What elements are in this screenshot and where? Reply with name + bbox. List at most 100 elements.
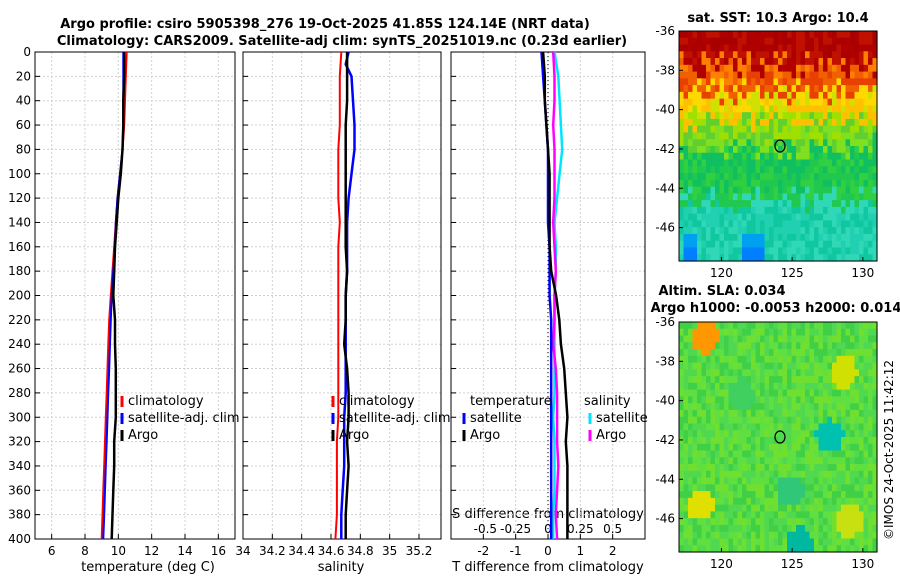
heatmap-cell	[782, 173, 788, 181]
heatmap-cell	[715, 179, 721, 188]
heatmap-cell	[796, 450, 802, 458]
heatmap-cell	[836, 200, 842, 208]
heatmap-cell	[872, 477, 878, 485]
heatmap-cell	[787, 531, 793, 540]
heatmap-cell	[710, 524, 716, 533]
heatmap-cell	[733, 396, 739, 404]
heatmap-cell	[818, 430, 824, 438]
heatmap-cell	[805, 139, 811, 147]
heatmap-cell	[742, 193, 748, 201]
heatmap-cell	[697, 335, 703, 343]
heatmap-cell	[832, 91, 838, 100]
heatmap-cell	[823, 457, 829, 465]
heatmap-cell	[688, 531, 694, 540]
heatmap-cell	[814, 423, 820, 431]
heatmap-cell	[710, 173, 716, 181]
heatmap-cell	[683, 146, 689, 154]
heatmap-cell	[787, 376, 793, 384]
heatmap-cell	[818, 403, 824, 411]
heatmap-cell	[751, 37, 757, 46]
heatmap-cell	[787, 328, 793, 337]
heatmap-cell	[796, 511, 802, 519]
heatmap-cell	[800, 443, 806, 452]
heatmap-cell	[764, 125, 770, 134]
heatmap-cell	[814, 247, 820, 255]
heatmap-cell	[836, 450, 842, 458]
heatmap-cell	[773, 416, 779, 425]
heatmap-cell	[710, 538, 716, 546]
heatmap-cell	[863, 159, 869, 167]
heatmap-cell	[733, 484, 739, 492]
heatmap-cell	[697, 132, 703, 140]
heatmap-cell	[791, 477, 797, 485]
x-tick-label: 120	[710, 266, 733, 280]
heatmap-cell	[814, 430, 820, 438]
heatmap-cell	[728, 85, 734, 93]
heatmap-cell	[697, 166, 703, 174]
heatmap-cell	[841, 518, 847, 526]
heatmap-cell	[679, 139, 685, 147]
heatmap-cell	[773, 328, 779, 337]
heatmap-cell	[845, 78, 851, 86]
heatmap-cell	[823, 396, 829, 404]
heatmap-cell	[854, 206, 860, 215]
heatmap-cell	[701, 159, 707, 167]
heatmap-cell	[773, 159, 779, 167]
heatmap-cell	[823, 125, 829, 134]
heatmap-cell	[872, 322, 878, 330]
heatmap-cell	[863, 105, 869, 113]
heatmap-cell	[836, 173, 842, 181]
heatmap-cell	[868, 193, 874, 201]
heatmap-cell	[845, 538, 851, 546]
heatmap-cell	[679, 369, 685, 377]
heatmap-cell	[683, 376, 689, 384]
heatmap-cell	[850, 349, 856, 357]
heatmap-cell	[809, 105, 815, 113]
heatmap-cell	[692, 132, 698, 140]
heatmap-cell	[791, 491, 797, 499]
heatmap-cell	[805, 335, 811, 343]
heatmap-cell	[809, 112, 815, 120]
heatmap-cell	[845, 173, 851, 181]
heatmap-cell	[724, 37, 730, 46]
heatmap-cell	[778, 139, 784, 147]
heatmap-cell	[679, 538, 685, 546]
heatmap-cell	[742, 430, 748, 438]
heatmap-cell	[787, 511, 793, 519]
heatmap-cell	[836, 470, 842, 479]
heatmap-cell	[782, 166, 788, 174]
heatmap-cell	[733, 518, 739, 526]
heatmap-cell	[733, 423, 739, 431]
heatmap-cell	[746, 146, 752, 154]
heatmap-cell	[733, 416, 739, 425]
heatmap-cell	[800, 247, 806, 255]
heatmap-cell	[823, 376, 829, 384]
y-tick-label: 360	[8, 483, 31, 497]
heatmap-cell	[724, 112, 730, 120]
heatmap-cell	[832, 497, 838, 506]
heatmap-cell	[701, 166, 707, 174]
heatmap-cell	[850, 146, 856, 154]
heatmap-cell	[841, 409, 847, 418]
heatmap-cell	[683, 491, 689, 499]
heatmap-cell	[800, 146, 806, 154]
heatmap-cell	[859, 173, 865, 181]
heatmap-cell	[836, 511, 842, 519]
heatmap-cell	[755, 37, 761, 46]
heatmap-cell	[688, 44, 694, 52]
heatmap-cell	[751, 173, 757, 181]
heatmap-cell	[782, 85, 788, 93]
heatmap-cell	[751, 328, 757, 337]
heatmap-cell	[823, 484, 829, 492]
heatmap-cell	[719, 37, 725, 46]
heatmap-cell	[809, 524, 815, 533]
heatmap-cell	[791, 504, 797, 513]
heatmap-cell	[724, 477, 730, 485]
heatmap-cell	[796, 152, 802, 161]
heatmap-cell	[818, 139, 824, 147]
heatmap-cell	[719, 91, 725, 100]
heatmap-cell	[850, 524, 856, 533]
heatmap-cell	[715, 213, 721, 222]
heatmap-cell	[755, 443, 761, 452]
heatmap-cell	[814, 166, 820, 174]
